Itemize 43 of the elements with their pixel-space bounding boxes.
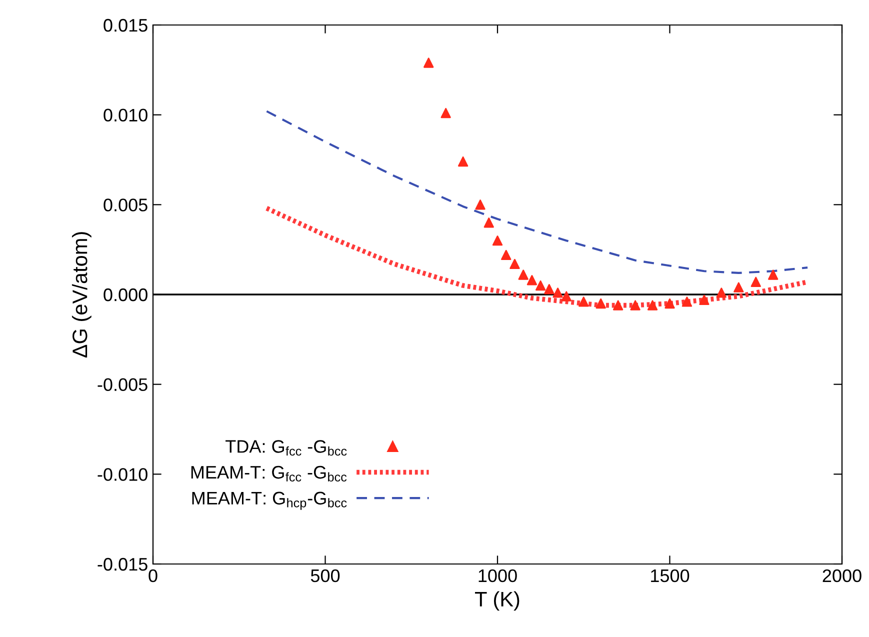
legend-label: MEAM-T: G$_{fcc}$ -G$_{bcc}$ xyxy=(191,466,347,482)
y-tick-label: -0.010 xyxy=(98,468,148,481)
y-tick-label: 0.010 xyxy=(104,108,148,122)
x-tick-label: 0 xyxy=(148,569,158,582)
point xyxy=(612,300,624,310)
point xyxy=(484,218,494,228)
point xyxy=(578,296,589,307)
point xyxy=(664,298,675,309)
x-tick-label: 1000 xyxy=(478,569,517,582)
point xyxy=(561,291,572,302)
point xyxy=(526,275,538,286)
point xyxy=(475,200,486,210)
point xyxy=(682,296,692,307)
point xyxy=(458,156,468,167)
point xyxy=(716,288,727,298)
point xyxy=(768,270,778,280)
point xyxy=(501,250,512,260)
legend-label: TDA: G$_{fcc}$ -G$_{bcc}$ xyxy=(226,440,347,456)
point xyxy=(535,280,546,291)
x-axis-title: T (K) xyxy=(475,591,520,611)
y-axis-title: ΔG (eV/atom) xyxy=(72,232,92,358)
point xyxy=(518,270,528,280)
point xyxy=(510,258,520,270)
y-tick-label: 0.015 xyxy=(104,18,148,32)
point xyxy=(596,298,606,309)
y-tick-label: 0.005 xyxy=(104,198,148,212)
point xyxy=(699,294,710,305)
point xyxy=(440,108,451,118)
x-tick-label: 2000 xyxy=(822,569,862,582)
point xyxy=(630,300,640,310)
y-tick-label: 0.000 xyxy=(104,288,148,302)
point xyxy=(424,58,434,68)
x-tick-label: 500 xyxy=(310,569,340,582)
point xyxy=(647,300,658,310)
y-tick-label: -0.015 xyxy=(98,558,148,571)
point xyxy=(492,236,503,246)
point xyxy=(552,288,563,298)
y-tick-label: -0.005 xyxy=(98,378,148,392)
x-tick-label: 1500 xyxy=(651,569,690,582)
point xyxy=(734,282,744,292)
legend-label: MEAM-T: G$_{hcp}$-G$_{bcc}$ xyxy=(192,492,347,510)
point xyxy=(544,284,554,294)
point xyxy=(750,276,761,288)
